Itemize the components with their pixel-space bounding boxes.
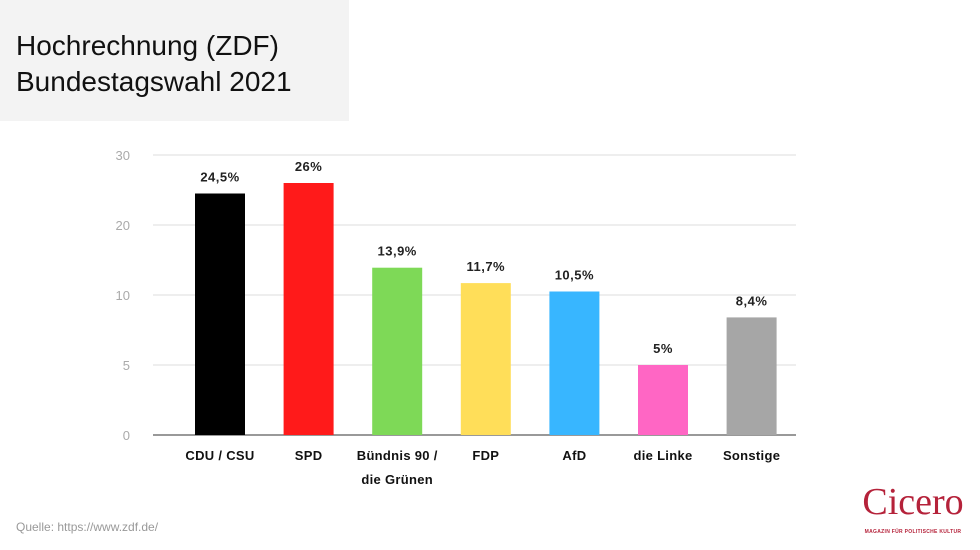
bar xyxy=(283,183,334,435)
x-tick-label: SPD xyxy=(295,448,323,463)
data-label: 10,5% xyxy=(555,268,594,283)
bar xyxy=(638,365,688,435)
title-line-2: Bundestagswahl 2021 xyxy=(16,66,292,97)
y-tick-label: 10 xyxy=(116,288,130,303)
bar xyxy=(372,267,423,435)
data-label: 26% xyxy=(295,159,323,174)
cicero-logo: Cicero MAGAZIN FÜR POLITISCHE KULTUR xyxy=(858,478,968,536)
y-tick-label: 5 xyxy=(123,358,130,373)
x-tick-label: Sonstige xyxy=(723,448,780,463)
source-note: Quelle: https://www.zdf.de/ xyxy=(16,520,159,534)
data-label: 24,5% xyxy=(200,170,239,185)
title-line-1: Hochrechnung (ZDF) xyxy=(16,30,279,61)
data-label: 11,7% xyxy=(466,259,505,274)
x-tick-label: die Grünen xyxy=(361,472,433,487)
title-box: Hochrechnung (ZDF) Bundestagswahl 2021 xyxy=(0,0,349,121)
y-tick-label: 0 xyxy=(123,428,130,443)
bar xyxy=(726,317,777,435)
y-tick-label: 30 xyxy=(116,148,130,163)
data-label: 13,9% xyxy=(378,244,417,259)
bar xyxy=(460,283,511,435)
y-tick-label: 20 xyxy=(116,218,130,233)
x-tick-label: FDP xyxy=(472,448,499,463)
bar xyxy=(195,193,245,435)
chart-title: Hochrechnung (ZDF) Bundestagswahl 2021 xyxy=(16,28,292,100)
data-label: 8,4% xyxy=(736,293,768,308)
bar xyxy=(549,291,600,435)
logo-name: Cicero xyxy=(862,481,964,523)
x-tick-label: CDU / CSU xyxy=(185,448,254,463)
data-label: 5% xyxy=(653,341,673,356)
logo-tagline: MAGAZIN FÜR POLITISCHE KULTUR xyxy=(864,529,962,535)
x-tick-label: Bündnis 90 / xyxy=(357,448,438,463)
x-tick-label: AfD xyxy=(562,448,586,463)
x-tick-label: die Linke xyxy=(633,448,692,463)
